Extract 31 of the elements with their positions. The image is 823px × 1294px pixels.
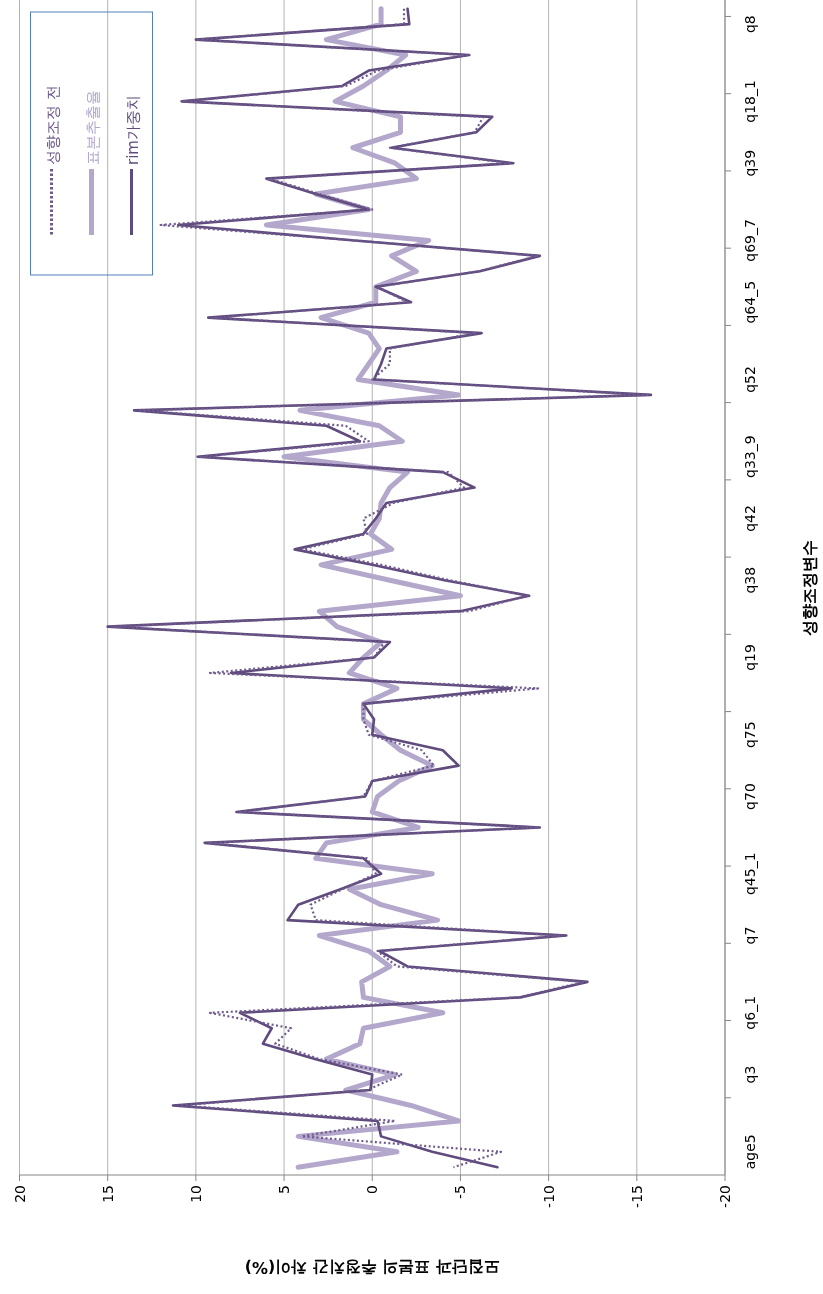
- y-tick-label: q64_5: [742, 280, 758, 324]
- x-tick-label: 20: [11, 1185, 28, 1203]
- y-tick-label: q39: [742, 149, 758, 177]
- legend-entry: 성향조정 전: [43, 85, 62, 235]
- y-tick-label: q42: [742, 505, 758, 532]
- y-tick-label: q45_1: [742, 852, 758, 896]
- x-tick-label: -20: [717, 1185, 733, 1208]
- x-tick-label: 0: [364, 1185, 381, 1194]
- legend-entry: 표본추출율: [83, 90, 102, 235]
- legend-entry: rim가중치: [123, 95, 142, 235]
- x-tick-label: 15: [99, 1185, 116, 1203]
- y-tick-label: q70: [742, 783, 758, 810]
- y-tick-label: q19: [742, 644, 758, 671]
- y-tick-label: age5: [742, 1134, 758, 1170]
- y-tick-label: q75: [742, 721, 758, 749]
- x-tick-label: 10: [187, 1185, 204, 1203]
- x-tick-label: -15: [628, 1185, 645, 1208]
- y-tick-label: q33_9: [742, 435, 758, 478]
- y-tick-label: q3: [742, 1065, 758, 1084]
- y-tick-label: q8: [742, 15, 758, 34]
- x-tick-label: -5: [452, 1185, 469, 1199]
- x-tick-label: 5: [276, 1185, 293, 1194]
- x-tick-label: -10: [540, 1185, 557, 1208]
- y-tick-label: q69_7: [742, 219, 758, 262]
- y-tick-label: q38: [742, 566, 758, 594]
- y-tick-label: q7: [742, 926, 758, 945]
- x-axis-title: 모집단과 표본의 추정치간 차이(%): [244, 1258, 500, 1277]
- y-tick-label: q52: [742, 366, 758, 393]
- y-tick-label: q18_1: [742, 80, 758, 123]
- y-axis-title: 성향조정변수: [800, 540, 819, 636]
- y-tick-label: q6_1: [742, 995, 758, 1030]
